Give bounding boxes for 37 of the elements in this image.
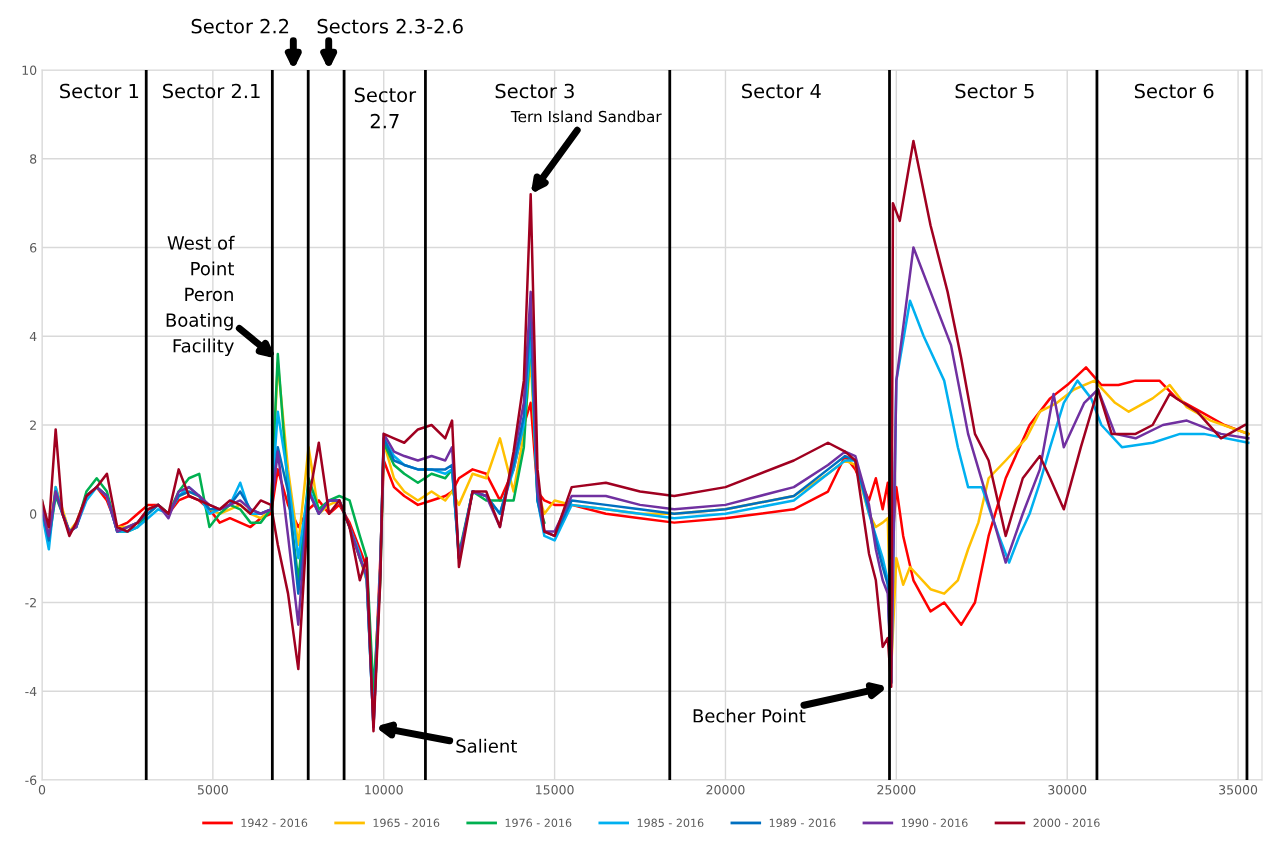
annotation: West of Point Peron Boating Facility [166,235,235,357]
legend-label: 1976 - 2016 [505,818,572,827]
annotation: Sector 5 [955,83,1034,99]
y-tick-label: 6 [30,242,37,253]
y-tick-label: -2 [25,597,36,608]
annotation: Tern Island Sandbar [510,110,662,123]
x-tick-label: 15000 [536,785,574,795]
annotation: Sector 4 [742,83,821,99]
x-tick-label: 0 [38,785,46,795]
annotation: Sector 6 [1134,83,1214,99]
x-tick-label: 5000 [197,785,228,795]
text: Sectors 2.3-2.6 [317,18,463,34]
y-tick-label: -4 [25,686,37,696]
legend-label: 1990 - 2016 [901,818,968,827]
x-tick-label: 35000 [1219,785,1258,795]
legend-label: 1965 - 2016 [373,818,440,827]
x-tick-label: 10000 [365,785,403,795]
x-tick-label: 25000 [877,785,916,795]
y-tick-label: 0 [30,509,37,519]
y-tick-label: -6 [25,775,37,785]
annotation: Salient [456,738,517,753]
annotation: Sector 1 [60,83,139,99]
annotation: Sector 2.1 [163,83,260,99]
x-tick-label: 30000 [1048,785,1087,795]
annotation: Sector 3 [495,83,574,99]
legend-label: 1989 - 2016 [769,818,836,827]
y-tick-label: 10 [22,65,37,75]
text: Sector 2.2 [191,18,289,34]
annotation: Becher Point [693,708,806,723]
legend-label: 2000 - 2016 [1033,818,1100,827]
legend-label: 1985 - 2016 [637,818,704,827]
y-tick-label: 4 [29,331,37,341]
y-tick-label: 8 [30,154,37,164]
x-tick-label: 20000 [706,785,745,795]
y-tick-label: 2 [30,420,36,430]
legend-label: 1942 - 2016 [241,818,308,827]
annotation: Sector 2.7 [354,87,417,129]
